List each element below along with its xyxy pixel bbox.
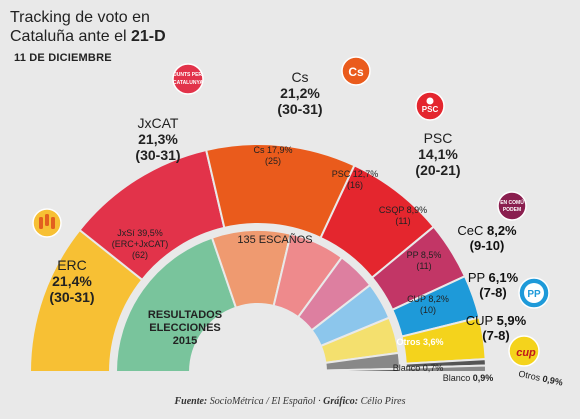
outer-label-erc-pct: 21,4% [52,273,92,289]
outer-label-erc-party: ERC [57,257,87,273]
inner-slice-blanco [324,367,402,373]
results-title-line-1: RESULTADOS [148,309,222,321]
inner-label-cup-seats: (10) [420,305,436,315]
cup-logo-text: cup [516,347,536,359]
erc-logo-stripe [51,217,55,229]
chart-title: Tracking de voto en Cataluña ante el 21-… [10,8,166,46]
outer-label-blanco-pct: 0,9% [473,373,494,383]
outer-label-otros-pct: 0,9% [542,374,564,388]
inner-label-pp-pct: PP 8,5% [407,250,442,260]
footer-source-text: SocioMétrica / El Español · [207,396,324,407]
juntspercatalunya-logo-text-2: CATALUNYA [173,80,203,86]
cs-logo [341,56,371,86]
juntspercatalunya-logo-text-1: JUNTS PER [174,72,202,78]
outer-labels: ERC21,4%(30-31)JxCAT21,3%(30-31)Cs21,2%(… [49,69,563,388]
outer-ring [28,143,488,373]
inner-label-cs-pct: Cs 17,9% [253,145,292,155]
inner-label-blanco: Blanco 0,7% [393,363,444,373]
outer-label-otros: Otros 0,9% [518,368,564,387]
inner-label-cs-seats: (25) [265,156,281,166]
outer-label-cs-pct: 21,2% [280,85,320,101]
outer-label-otros-party: Otros [518,368,544,383]
outer-label-cup-pct: 5,9% [497,313,527,328]
juntspercatalunya-logo [172,63,204,95]
outer-label-cec-party: CeC [457,223,487,238]
encomupodem-logo [497,191,527,221]
outer-label-cs-seats: (30-31) [277,101,322,117]
erc-logo-stripe [45,214,49,226]
outer-label-cup-line1: CUP 5,9% [466,313,527,328]
cs-logo-text: Cs [348,65,364,79]
outer-label-cup-seats: (7-8) [482,328,509,343]
title-line-1: Tracking de voto en [10,9,150,26]
encomupodem-logo-text-2: PODEM [503,207,521,213]
results-title-line-3: 2015 [173,335,197,347]
outer-label-jxcat-party: JxCAT [138,115,179,131]
inner-label-csqp-pct: CSQP 8,9% [379,205,427,215]
outer-label-cs-party: Cs [291,69,308,85]
results-title-line-2: ELECCIONES [149,322,221,334]
footer-graphic-text: Célio Pires [358,396,406,407]
inner-slice-jxs [114,236,238,373]
outer-label-psc-seats: (20-21) [415,162,460,178]
footer-graphic-label: Gráfico: [323,396,359,407]
outer-label-jxcat-seats: (30-31) [135,147,180,163]
outer-label-psc-pct: 14,1% [418,146,458,162]
pp-logo-inner [524,283,544,303]
inner-label-psc-pct: PSC 12,7% [332,169,379,179]
psc-rose-icon [426,97,434,105]
outer-label-blanco: Blanco 0,9% [443,373,494,383]
inner-label-jxs-sub: (ERC+JxCAT) [112,239,169,249]
title-line-2: Cataluña ante el [10,28,131,45]
cup-logo [508,335,540,367]
outer-slice-otros [404,364,488,373]
outer-label-cec-pct: 8,2% [487,223,517,238]
outer-label-psc-party: PSC [424,130,453,146]
inner-label-csqp-seats: (11) [395,216,410,226]
inner-label-cup-pct: CUP 8,2% [407,294,449,304]
title-date-bold: 21-D [130,28,166,45]
center-seats-label: 135 ESCAÑOS [237,233,312,246]
inner-label-jxs-seats: (62) [132,250,148,260]
outer-label-pp-seats: (7-8) [479,285,506,300]
outer-label-cec-seats: (9-10) [470,238,505,253]
inner-ring [114,229,402,373]
inner-label-jxs-pct: JxSí 39,5% [117,228,163,238]
inner-label-psc-seats: (16) [347,180,363,190]
inner-labels: JxSí 39,5%(ERC+JxCAT)(62) Cs 17,9%(25) PSC… [112,145,449,373]
outer-label-cec-line1: CeC 8,2% [457,223,517,238]
psc-logo-text: PSC [422,105,439,114]
outer-label-blanco-party: Blanco [443,373,473,383]
outer-label-pp-party: PP [468,270,489,285]
outer-label-pp-line1: PP 6,1% [468,270,519,285]
erc-logo-stripe [39,217,43,229]
inner-label-otros: Otros 3,6% [396,337,443,347]
outer-label-erc-seats: (30-31) [49,289,94,305]
psc-logo [415,91,445,121]
footer-source-label: Fuente: [174,396,208,407]
outer-label-cup-party: CUP [466,313,497,328]
inner-label-pp-seats: (11) [416,261,431,271]
encomupodem-logo-text-1: EN COMÚ [500,199,524,206]
outer-label-pp-pct: 6,1% [489,270,519,285]
chart-footer: Fuente: SocioMétrica / El Español · Gráf… [0,396,580,407]
pp-logo-text: PP [527,289,541,300]
chart-subtitle-date: 11 DE DICIEMBRE [14,52,112,64]
outer-label-jxcat-pct: 21,3% [138,131,178,147]
